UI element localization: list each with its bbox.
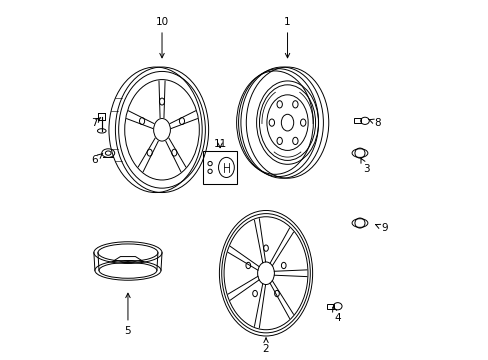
Text: 8: 8 [368, 118, 380, 128]
Text: 5: 5 [124, 293, 131, 336]
Text: 10: 10 [155, 17, 168, 58]
Text: 6: 6 [91, 153, 102, 165]
Text: 4: 4 [332, 307, 340, 323]
Text: 3: 3 [360, 158, 369, 174]
Bar [353, 118, 361, 123]
Bar [203, 151, 237, 184]
Text: 7: 7 [91, 117, 101, 128]
Bar [326, 304, 333, 309]
Text: 2: 2 [262, 338, 269, 354]
Text: 11: 11 [213, 139, 226, 149]
Text: 9: 9 [375, 224, 387, 233]
Text: 1: 1 [284, 17, 290, 58]
